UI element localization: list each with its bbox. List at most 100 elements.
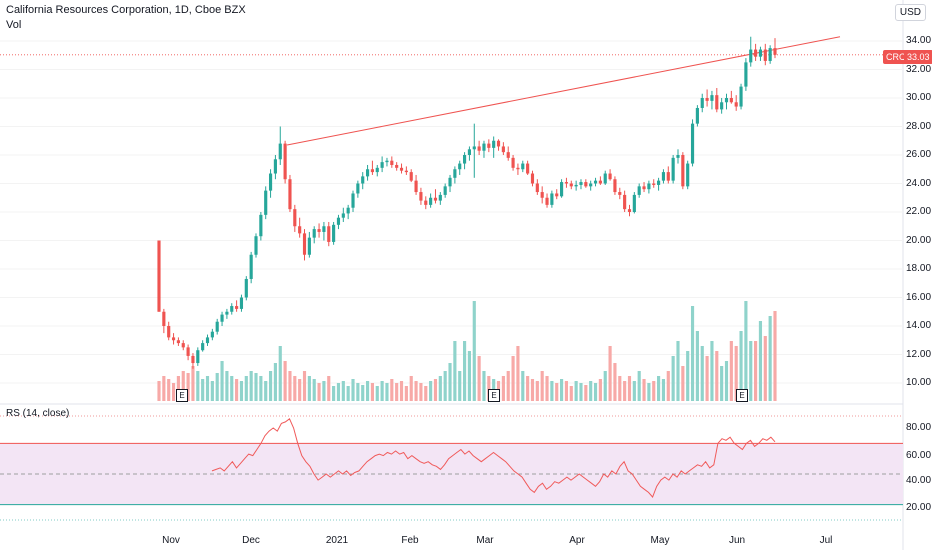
candle-body (574, 184, 578, 187)
candle-body (744, 62, 748, 87)
volume-bar (186, 373, 190, 401)
candle-body (443, 186, 447, 195)
candle-body (433, 197, 438, 201)
time-tick-label: 2021 (325, 535, 349, 546)
candle-body (530, 173, 535, 184)
volume-bar (162, 376, 166, 401)
volume-bar (249, 371, 253, 401)
volume-bar (555, 383, 559, 401)
volume-bar (205, 376, 210, 401)
earnings-marker[interactable]: E (488, 389, 500, 402)
volume-bar (268, 371, 273, 401)
earnings-marker[interactable]: E (736, 389, 748, 402)
volume-bar (448, 363, 452, 401)
candle-body (399, 167, 404, 171)
volume-bar (516, 346, 520, 401)
volume-bar (632, 381, 636, 401)
rsi-legend: RS (14, close) (6, 408, 70, 419)
volume-bar (443, 371, 447, 401)
candle-body (336, 217, 341, 225)
time-tick-label: May (650, 535, 670, 546)
volume-bar (710, 341, 714, 401)
candle-body (186, 347, 190, 356)
candle-body (705, 98, 709, 101)
candle-body (414, 180, 418, 193)
volume-bar (307, 376, 311, 401)
candle-body (268, 173, 273, 191)
candle-body (171, 337, 176, 341)
volume-bar (642, 379, 646, 401)
candle-body (424, 200, 428, 205)
volume-bar (521, 371, 525, 401)
candle-body (501, 146, 505, 153)
volume-bar (705, 356, 709, 401)
volume-bar (487, 376, 491, 401)
candle-body (511, 157, 515, 168)
volume-bar (414, 381, 418, 401)
rsi-line (211, 418, 776, 498)
candle-body (409, 172, 413, 181)
volume-bar (220, 361, 224, 401)
candle-body (307, 237, 311, 255)
volume-bar (458, 371, 462, 401)
candle-body (283, 143, 287, 180)
volume-bar (399, 381, 404, 401)
candle-body (545, 197, 549, 205)
volume-bar (545, 376, 549, 401)
candle-body (482, 143, 486, 151)
volume-bar (375, 386, 379, 401)
volume-bar (661, 379, 666, 401)
candle-body (715, 95, 719, 110)
candle-body (521, 163, 525, 170)
volume-bar (700, 346, 704, 401)
candle-body (298, 226, 302, 234)
candle-body (734, 102, 738, 107)
candle-body (220, 314, 224, 322)
volume-bar (370, 383, 374, 401)
volume-bar (657, 376, 661, 401)
volume-bar (239, 381, 244, 401)
earnings-marker[interactable]: E (176, 389, 188, 402)
candle-body (365, 169, 370, 177)
volume-bar (438, 376, 442, 401)
volume-bar (603, 371, 607, 401)
candle-body (618, 192, 622, 195)
candle-body (598, 180, 602, 184)
candle-body (768, 48, 772, 61)
volume-bar (332, 386, 336, 401)
volume-bar (390, 379, 394, 401)
candle-body (453, 169, 457, 178)
candle-body (341, 213, 345, 218)
volume-bar (715, 351, 719, 401)
candle-body (404, 170, 408, 173)
volume-bar (385, 383, 389, 401)
candle-body (259, 214, 263, 237)
candle-body (249, 254, 253, 279)
candle-body (385, 160, 389, 163)
volume-bar (283, 361, 287, 401)
candle-body (632, 194, 636, 212)
volume-bar (317, 383, 321, 401)
volume-bar (264, 381, 268, 401)
candle-body (506, 152, 510, 158)
volume-bar (259, 376, 263, 401)
candle-body (351, 193, 355, 208)
currency-button[interactable]: USD (894, 4, 926, 21)
volume-bar (225, 371, 229, 401)
symbol-price-tag: CRC (883, 50, 909, 64)
volume-bar (298, 379, 302, 401)
candle-body (210, 331, 214, 338)
time-tick-label: Mar (476, 535, 494, 546)
trendline[interactable] (287, 36, 841, 146)
volume-bar (210, 381, 214, 401)
volume-bar (501, 376, 505, 401)
candle-body (361, 176, 365, 184)
volume-bar (477, 356, 481, 401)
volume-bar (433, 379, 438, 401)
candle-body (540, 192, 544, 198)
price-tick-label: 34.00 (906, 35, 932, 46)
candle-body (375, 167, 379, 173)
candle-body (472, 146, 476, 150)
